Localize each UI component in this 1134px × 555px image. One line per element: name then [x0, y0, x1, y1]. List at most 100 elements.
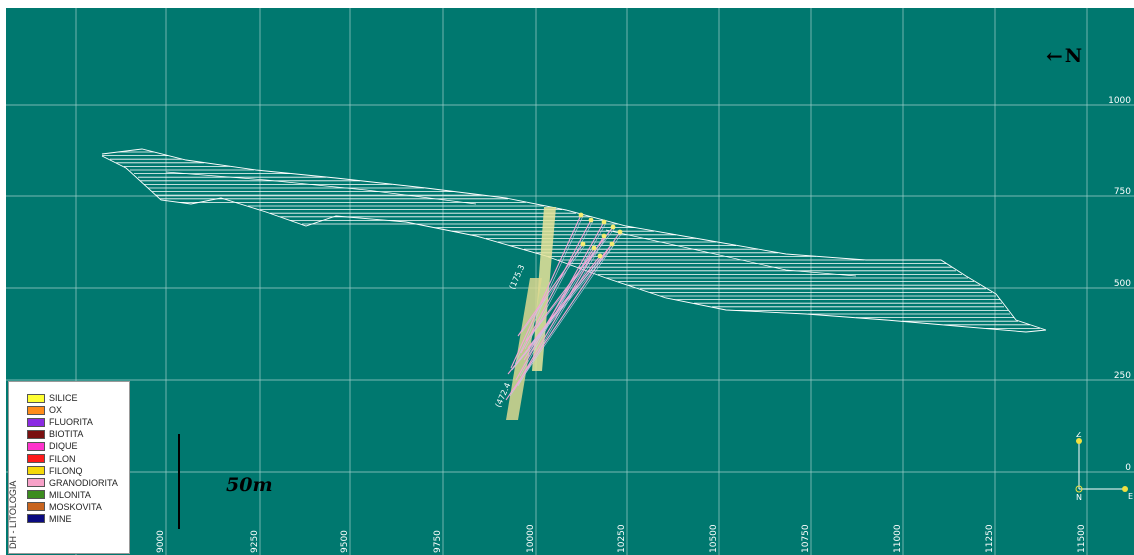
legend-item: FLUORITA — [27, 416, 118, 428]
x-axis-label: 9000 — [156, 530, 166, 553]
y-axis-label: 250 — [1114, 371, 1131, 381]
legend-swatch — [27, 454, 45, 464]
drillhole-collar — [588, 217, 594, 223]
drillhole-collar — [597, 253, 603, 259]
e-axis-dot — [1122, 486, 1128, 492]
legend-item-label: SILICE — [49, 393, 78, 404]
legend-swatch — [27, 478, 45, 488]
drillhole-trace — [520, 219, 592, 354]
drillhole-collar — [578, 212, 584, 218]
lithology-legend: DH - LITOLOGIA SILICE OX FLUORITA BIOTITA DI… — [8, 381, 130, 554]
x-axis-label: 9250 — [250, 530, 260, 553]
drillhole-trace — [517, 236, 607, 387]
drillhole-trace — [511, 244, 615, 371]
legend-item-label: DIQUE — [49, 441, 78, 452]
drillhole-collar — [601, 233, 607, 239]
legend-item-label: MILONITA — [49, 489, 91, 500]
legend-swatch — [27, 393, 45, 403]
legend-swatch — [27, 502, 45, 512]
legend-item: FILON — [27, 452, 118, 464]
ramp-line — [165, 171, 477, 205]
scale-bar — [178, 434, 180, 529]
legend-item: MOSKOVITA — [27, 501, 118, 513]
left-arrow-icon: ← — [1046, 44, 1063, 68]
north-indicator: ← N — [1046, 44, 1082, 68]
legend-item: SILICE — [27, 392, 118, 404]
drillhole-collar — [617, 229, 623, 235]
legend-swatch — [27, 514, 45, 524]
y-axis-label: 0 — [1125, 463, 1131, 473]
legend-items: SILICE OX FLUORITA BIOTITA DIQUE FILON FILONQ G… — [27, 392, 118, 525]
e-axis-label: E — [1128, 492, 1133, 501]
drillhole-trace — [514, 215, 584, 365]
legend-item: GRANODIORITA — [27, 477, 118, 489]
z-axis-label: Z — [1076, 432, 1082, 439]
orientation-axes: Z N E — [1075, 432, 1133, 502]
legend-title: DH - LITOLOGIA — [8, 480, 18, 549]
drillhole-trace — [527, 255, 601, 349]
legend-item: DIQUE — [27, 440, 118, 452]
x-axis-label: 11500 — [1077, 524, 1087, 553]
legend-item: MINE — [27, 513, 118, 525]
y-axis-label: 500 — [1114, 279, 1131, 289]
x-axis-label: 10500 — [709, 524, 719, 553]
drillhole-collar — [609, 241, 615, 247]
legend-item: OX — [27, 404, 118, 416]
vein-solids — [506, 207, 556, 420]
x-axis-label: 10750 — [801, 524, 811, 553]
x-axis-labels: 9000 9250 9500 9750 10000 10250 10500 10750 1100… — [156, 524, 1087, 553]
origin-dot — [1075, 485, 1083, 493]
legend-item: MILONITA — [27, 489, 118, 501]
legend-item-label: BIOTITA — [49, 429, 84, 440]
mine-workings — [101, 148, 1047, 333]
legend-item-label: FILON — [49, 453, 76, 464]
x-axis-label: 9750 — [433, 530, 443, 553]
section-view-canvas[interactable]: 1000 750 500 250 0 9000 9250 9500 9750 10000 1025… — [6, 8, 1134, 555]
x-axis-label: 11000 — [893, 524, 903, 553]
legend-item-label: OX — [49, 405, 63, 416]
y-axis-label: 750 — [1114, 187, 1131, 197]
drillhole-trace — [513, 235, 605, 391]
legend-swatch — [27, 405, 45, 415]
workings-outline-top — [101, 148, 1047, 331]
drillhole-collar — [580, 241, 586, 247]
vein-solid-upper — [532, 207, 556, 371]
legend-swatch — [27, 466, 45, 476]
x-axis-label: 11250 — [985, 524, 995, 553]
legend-item: BIOTITA — [27, 428, 118, 440]
y-axis-labels: 1000 750 500 250 0 — [1108, 96, 1131, 473]
section-viewport[interactable]: 1000 750 500 250 0 9000 9250 9500 9750 10000 1025… — [6, 8, 1134, 555]
ramp-line — [605, 229, 857, 277]
drillhole-collar — [591, 245, 597, 251]
legend-item-label: FLUORITA — [49, 417, 93, 428]
vein-solid-lower — [506, 278, 542, 420]
legend-item-label: MOSKOVITA — [49, 501, 102, 512]
legend-item-label: GRANODIORITA — [49, 477, 118, 488]
legend-item-label: MINE — [49, 513, 72, 524]
legend-swatch — [27, 490, 45, 500]
legend-swatch — [27, 441, 45, 451]
scale-bar-label: 50m — [226, 474, 273, 496]
legend-swatch — [27, 429, 45, 439]
z-axis-dot — [1076, 438, 1082, 444]
legend-item-label: FILONQ — [49, 465, 83, 476]
drillhole-trace — [527, 248, 597, 357]
drillhole-collar — [601, 219, 607, 225]
n-axis-label: N — [1076, 493, 1082, 502]
x-axis-label: 9500 — [340, 530, 350, 553]
drillhole-trace — [517, 243, 584, 337]
drillhole-trace — [531, 256, 603, 345]
drillhole-trace — [515, 221, 605, 381]
north-label: N — [1064, 45, 1083, 67]
x-axis-label: 10250 — [617, 524, 627, 553]
drillhole-trace — [509, 232, 623, 397]
drillhole-trace — [510, 214, 582, 369]
x-axis-label: 10000 — [526, 524, 536, 553]
legend-item: FILONQ — [27, 465, 118, 477]
workings-outline-bottom — [101, 155, 1047, 333]
y-axis-label: 1000 — [1108, 96, 1131, 106]
drillhole-trace — [521, 244, 586, 333]
legend-swatch — [27, 417, 45, 427]
drillholes — [505, 212, 623, 401]
drillhole-collar — [610, 224, 616, 230]
